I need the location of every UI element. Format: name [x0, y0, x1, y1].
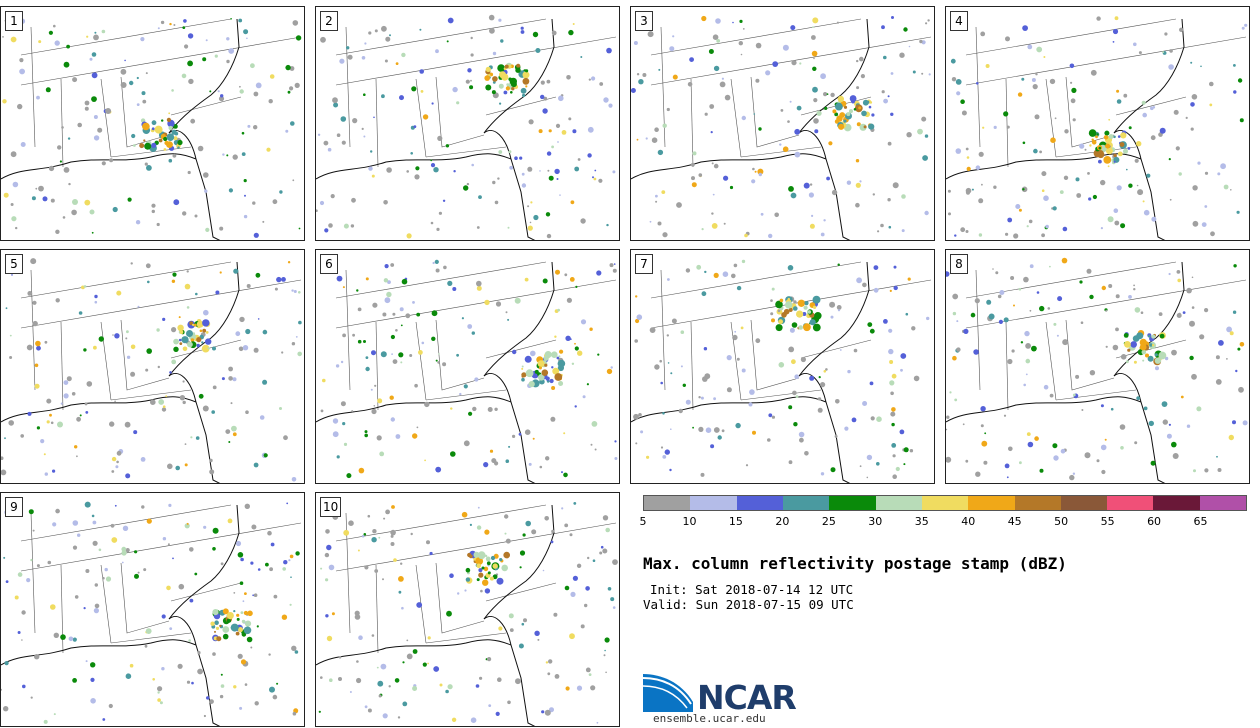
colorbar-tick-label: 50 [1054, 515, 1069, 528]
colorbar-tick-label: 25 [821, 515, 836, 528]
map-panel: 6 [315, 249, 620, 484]
colorbar-swatch [1060, 496, 1108, 510]
reflectivity-map [316, 259, 618, 483]
map-panel: 7 [630, 249, 935, 484]
colorbar-tick-label: 20 [775, 515, 790, 528]
map-panel: 9 [0, 492, 305, 727]
colorbar-swatch [968, 496, 1015, 510]
reflectivity-map [946, 16, 1248, 240]
colorbar-tick-label: 60 [1147, 515, 1162, 528]
colorbar-swatch [921, 496, 969, 510]
reflectivity-map [316, 502, 618, 726]
reflectivity-map [631, 259, 932, 483]
map-panel: 2 [315, 6, 620, 241]
site-url: ensemble.ucar.edu [653, 712, 766, 725]
reflectivity-map [631, 15, 932, 240]
colorbar-swatch [875, 496, 922, 510]
colorbar-tick-label: 40 [961, 515, 976, 528]
panel-number: 5 [5, 254, 23, 274]
reflectivity-map [1, 18, 302, 240]
colorbar-swatch [829, 496, 876, 510]
map-panel: 5 [0, 249, 305, 484]
colorbar-swatch [1153, 496, 1200, 510]
init-time: Init: Sat 2018-07-14 12 UTC [650, 582, 854, 597]
panel-number: 8 [950, 254, 968, 274]
colorbar [643, 495, 1247, 511]
map-panel: 3 [630, 6, 935, 241]
map-panel: 10 [315, 492, 620, 727]
reflectivity-map [946, 257, 1248, 483]
map-panel: 8 [945, 249, 1250, 484]
colorbar-swatch [736, 496, 783, 510]
colorbar-swatch [782, 496, 830, 510]
reflectivity-map [1, 501, 302, 726]
colorbar-tick-label: 65 [1193, 515, 1208, 528]
map-panel: 4 [945, 6, 1250, 241]
colorbar-swatch [1107, 496, 1154, 510]
panel-number: 6 [320, 254, 338, 274]
panel-number: 4 [950, 11, 968, 31]
map-panel: 1 [0, 6, 305, 241]
panel-number: 2 [320, 11, 338, 31]
colorbar-swatch [644, 496, 691, 510]
colorbar-swatch [690, 496, 737, 510]
panel-number: 1 [5, 11, 23, 31]
ncar-logo-icon [643, 674, 693, 712]
colorbar-tick-label: 5 [639, 515, 647, 528]
page-title: Max. column reflectivity postage stamp (… [643, 554, 1067, 573]
colorbar-tick-label: 45 [1007, 515, 1022, 528]
colorbar-tick-label: 15 [728, 515, 743, 528]
valid-time: Valid: Sun 2018-07-15 09 UTC [643, 597, 854, 612]
reflectivity-map [316, 14, 617, 240]
colorbar-swatch [1199, 496, 1247, 510]
colorbar-tick-label: 35 [914, 515, 929, 528]
reflectivity-map [1, 258, 303, 483]
colorbar-swatch [1014, 496, 1061, 510]
panel-number: 7 [635, 254, 653, 274]
colorbar-tick-label: 55 [1100, 515, 1115, 528]
colorbar-tick-label: 10 [682, 515, 697, 528]
colorbar-tick-label: 30 [868, 515, 883, 528]
panel-number: 9 [5, 497, 23, 517]
ncar-logo-text: NCAR [697, 678, 797, 717]
panel-number: 10 [320, 497, 342, 517]
panel-number: 3 [635, 11, 653, 31]
colorbar-ticks: 5 10 15 20 25 30 35 40 45 50 55 60 65 [639, 515, 1247, 529]
